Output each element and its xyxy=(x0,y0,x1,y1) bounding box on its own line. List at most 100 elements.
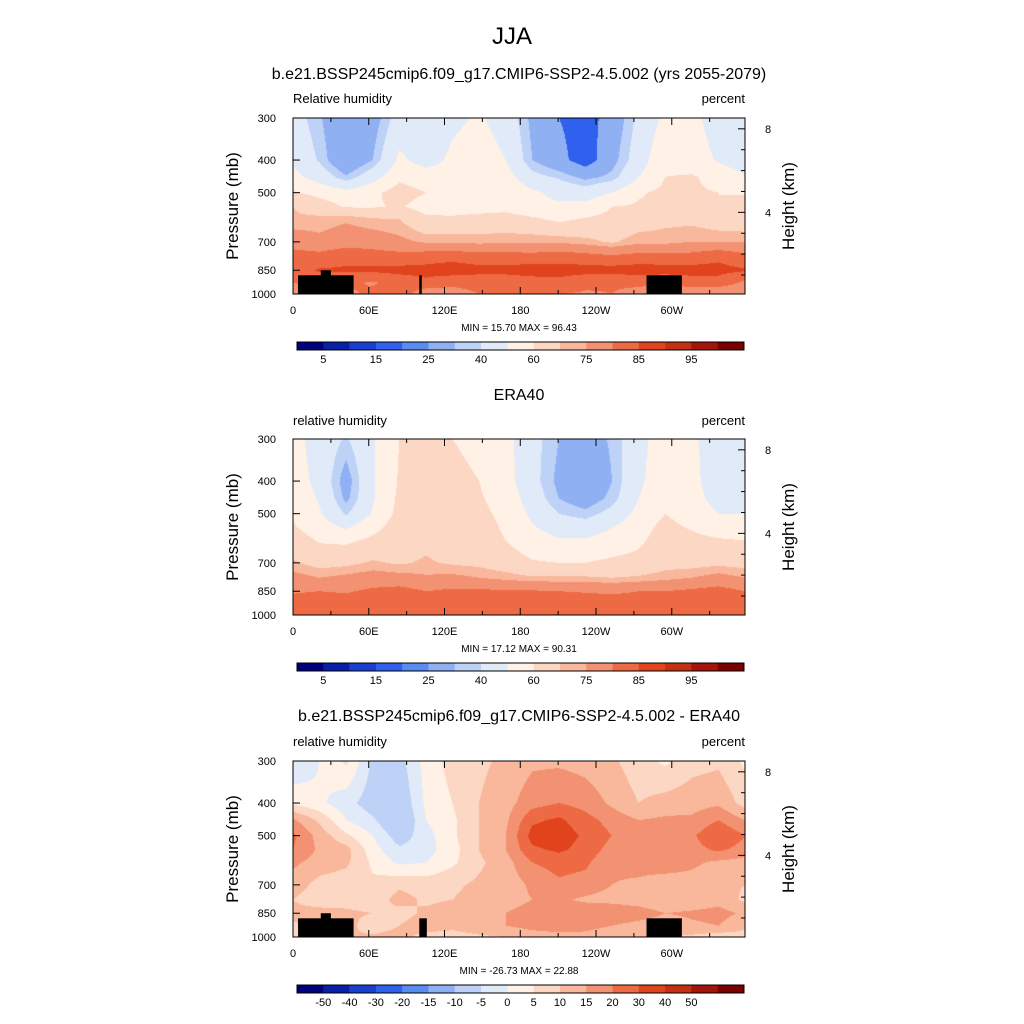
min-max-stats: MIN = -26.73 MAX = 22.88 xyxy=(460,966,579,977)
colorbar-swatch xyxy=(323,342,350,350)
colorbar-tick-label: 20 xyxy=(606,997,618,1009)
colorbar-swatch xyxy=(481,985,508,993)
colorbar-swatch xyxy=(717,985,745,993)
field-label: relative humidity xyxy=(293,413,387,428)
terrain-mask xyxy=(646,275,682,294)
x-tick-label: 180 xyxy=(511,948,529,960)
colorbar-swatch xyxy=(323,985,350,993)
panel-1: b.e21.BSSP245cmip6.f09_g17.CMIP6-SSP2-4.… xyxy=(223,66,798,366)
y-tick-label: 1000 xyxy=(252,610,276,622)
contour-field xyxy=(293,761,745,937)
colorbar-swatch xyxy=(428,342,456,350)
panels: b.e21.BSSP245cmip6.f09_g17.CMIP6-SSP2-4.… xyxy=(223,66,798,1009)
colorbar-tick-label: 85 xyxy=(633,675,645,687)
y-tick-label: 850 xyxy=(258,908,276,920)
colorbar-tick-label: 10 xyxy=(554,997,566,1009)
x-tick-label: 0 xyxy=(290,626,296,638)
colorbar-tick-label: 60 xyxy=(528,354,540,366)
colorbar-swatch xyxy=(717,342,745,350)
units-label: percent xyxy=(702,91,746,106)
colorbar-swatch xyxy=(665,663,692,671)
colorbar-tick-label: 40 xyxy=(475,354,487,366)
plot-frame xyxy=(292,760,746,938)
colorbar-tick-label: 5 xyxy=(531,997,537,1009)
field-label: Relative humidity xyxy=(293,91,392,106)
colorbar-tick-label: 15 xyxy=(370,354,382,366)
panel-2: ERA40 relative humidity percent 0 60E 120E 180… xyxy=(223,387,798,687)
colorbar-tick-label: -30 xyxy=(368,997,384,1009)
x-tick-label: 120W xyxy=(582,948,611,960)
colorbar-swatch xyxy=(402,985,429,993)
height-axis-title: Height (km) xyxy=(779,483,798,571)
y-axis-title: Pressure (mb) xyxy=(223,795,242,903)
colorbar-tick-label: 75 xyxy=(580,354,592,366)
colorbar-swatch xyxy=(402,342,429,350)
height-tick-label: 8 xyxy=(765,124,771,136)
y-tick-label: 500 xyxy=(258,831,276,843)
plot-frame xyxy=(292,117,746,295)
colorbar-tick-label: 5 xyxy=(320,675,326,687)
colorbar-swatch xyxy=(481,342,508,350)
y-tick-label: 400 xyxy=(258,798,276,810)
height-tick-label: 4 xyxy=(765,850,771,862)
colorbar-swatch xyxy=(297,985,324,993)
x-tick-label: 120W xyxy=(582,626,611,638)
colorbar-frame xyxy=(296,662,745,672)
colorbar-swatch xyxy=(375,342,403,350)
colorbar-swatch xyxy=(612,342,640,350)
y-tick-label: 400 xyxy=(258,155,276,167)
terrain-mask xyxy=(419,918,427,937)
colorbar-swatch xyxy=(533,663,561,671)
colorbar-swatch xyxy=(717,663,745,671)
panel-title: ERA40 xyxy=(494,387,545,404)
colorbar-tick-label: 60 xyxy=(528,675,540,687)
x-tick-label: 180 xyxy=(511,626,529,638)
colorbar-swatch xyxy=(638,342,666,350)
x-tick-label: 120W xyxy=(582,305,611,317)
colorbar-swatch xyxy=(612,985,640,993)
colorbar-swatch xyxy=(612,663,640,671)
colorbar-swatch xyxy=(691,663,719,671)
field-label: relative humidity xyxy=(293,734,387,749)
colorbar-tick-label: 50 xyxy=(685,997,697,1009)
y-tick-label: 850 xyxy=(258,586,276,598)
contour-field xyxy=(293,439,745,615)
height-tick-label: 8 xyxy=(765,767,771,779)
colorbar-swatch xyxy=(481,663,508,671)
colorbar-swatch xyxy=(691,342,719,350)
height-axis-title: Height (km) xyxy=(779,805,798,893)
y-tick-label: 700 xyxy=(258,880,276,892)
x-tick-label: 0 xyxy=(290,948,296,960)
x-tick-label: 120E xyxy=(432,948,458,960)
colorbar-swatch xyxy=(349,342,377,350)
colorbar-tick-label: 85 xyxy=(633,354,645,366)
colorbar-swatch xyxy=(533,342,561,350)
y-tick-label: 850 xyxy=(258,265,276,277)
colorbar-swatch xyxy=(454,663,482,671)
colorbar-swatch xyxy=(586,342,613,350)
x-tick-label: 60W xyxy=(660,626,683,638)
colorbar-swatch xyxy=(638,663,666,671)
colorbar-tick-label: 15 xyxy=(580,997,592,1009)
colorbar-tick-label: -15 xyxy=(421,997,437,1009)
x-tick-label: 120E xyxy=(432,626,458,638)
colorbar-tick-label: 40 xyxy=(659,997,671,1009)
season-title: JJA xyxy=(492,23,532,50)
colorbar-swatch xyxy=(454,342,482,350)
units-label: percent xyxy=(702,734,746,749)
colorbar-swatch xyxy=(559,663,587,671)
colorbar-tick-label: 25 xyxy=(422,675,434,687)
terrain-mask xyxy=(330,918,354,937)
colorbar-tick-label: 15 xyxy=(370,675,382,687)
colorbar-swatch xyxy=(665,342,692,350)
colorbar-tick-label: 30 xyxy=(633,997,645,1009)
colorbar-swatch xyxy=(375,663,403,671)
x-tick-label: 180 xyxy=(511,305,529,317)
colorbar-swatch xyxy=(507,342,534,350)
colorbar-swatch xyxy=(559,342,587,350)
colorbar-swatch xyxy=(428,985,456,993)
x-tick-label: 60W xyxy=(660,305,683,317)
x-tick-label: 120E xyxy=(432,305,458,317)
x-tick-label: 60W xyxy=(660,948,683,960)
colorbar-swatch xyxy=(559,985,587,993)
